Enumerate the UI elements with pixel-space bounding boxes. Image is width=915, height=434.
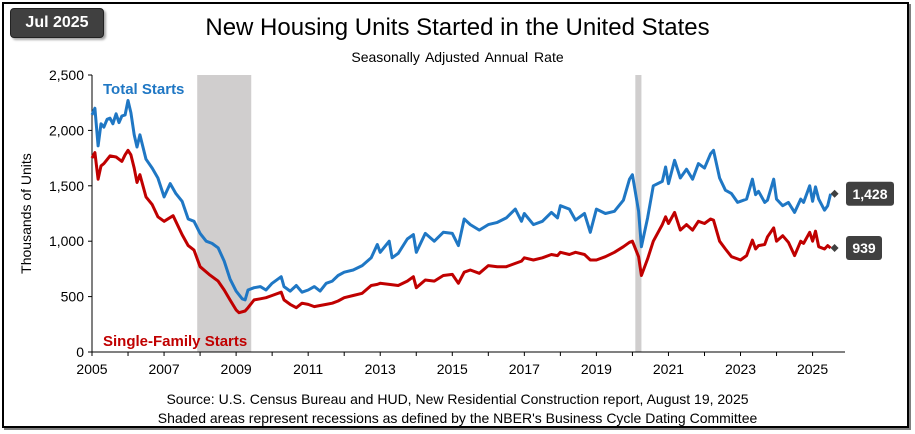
series-line-single-family-starts [90,148,832,315]
chart-labels: Total Starts Single-Family Starts 1,428 939 [103,81,894,350]
chart-subtitle: Seasonally Adjusted Annual Rate [351,49,564,65]
x-tick-label: 2013 [365,361,396,377]
recession-bar-1 [197,75,252,352]
x-tick-label: 2021 [653,361,684,377]
x-tick-label: 2007 [148,361,179,377]
y-tick-label: 1,000 [49,233,84,249]
legend-total-starts: Total Starts [103,81,184,98]
x-tick-label: 2011 [293,361,323,377]
recession-shading [197,75,642,352]
source-note: Source: U.S. Census Bureau and HUD, New … [0,390,915,428]
x-tick-label: 2017 [509,361,540,377]
chart-title: New Housing Units Started in the United … [205,14,710,41]
value-callout-label-total: 1,428 [852,186,887,202]
end-marker-single-family [830,243,839,252]
source-line-2: Shaded areas represent recessions as def… [157,410,758,426]
x-tick-label: 2005 [76,361,107,377]
chart-frame [2,2,909,428]
value-callout-total [846,181,894,206]
series-line-total-starts [90,99,833,302]
y-tick-label: 1,500 [49,178,84,194]
y-tick-label: 2,000 [49,122,84,138]
value-callout-label-single-family: 939 [852,240,876,256]
y-axis-label: Thousands of Units [18,153,34,274]
legend-single-family-starts: Single-Family Starts [103,333,247,350]
x-tick-label: 2019 [581,361,612,377]
x-tick-label: 2015 [437,361,468,377]
chart-series [90,99,833,315]
y-tick-label: 0 [76,344,84,360]
x-tick-label: 2025 [797,361,828,377]
chart-axes: 0 500 1,000 1,500 2,000 2,500 2005 2007 2009 2011… [18,67,845,377]
y-tick-label: 500 [61,289,85,305]
x-tick-label: 2009 [221,361,252,377]
date-badge: Jul 2025 [10,8,104,38]
value-callout-single-family [846,235,882,260]
source-line-1: Source: U.S. Census Bureau and HUD, New … [166,391,749,407]
x-tick-label: 2023 [725,361,756,377]
y-tick-label: 2,500 [49,67,84,83]
end-marker-total [830,189,839,198]
